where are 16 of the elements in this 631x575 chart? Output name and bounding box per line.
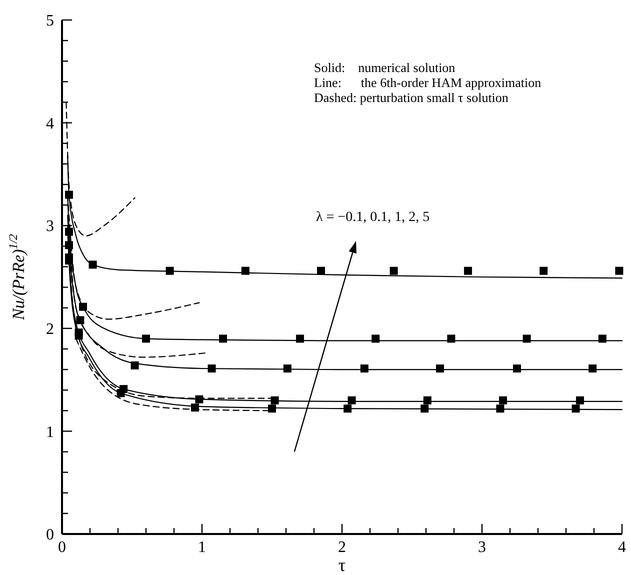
annotation: Solid: numerical solution [314,60,456,75]
x-tick-label: 1 [198,539,206,556]
y-tick-label: 5 [46,12,54,30]
y-tick-label: 2 [46,321,54,338]
x-tick-label: 3 [478,539,486,556]
y-tick-label: 1 [46,424,54,441]
annotation: Dashed: perturbation small τ solution [314,90,509,105]
x-tick-label: 4 [618,539,626,556]
annotation: Line: the 6th-order HAM approximation [314,75,542,90]
y-tick-label: 0 [46,526,54,544]
x-tick-label: 2 [338,539,346,556]
annotation: λ = −0.1, 0.1, 1, 2, 5 [316,210,430,226]
x-tick-label: 0 [58,539,66,556]
y-tick-label: 3 [46,218,54,236]
x-axis-title: τ [338,555,346,575]
y-tick-label: 4 [46,115,54,132]
